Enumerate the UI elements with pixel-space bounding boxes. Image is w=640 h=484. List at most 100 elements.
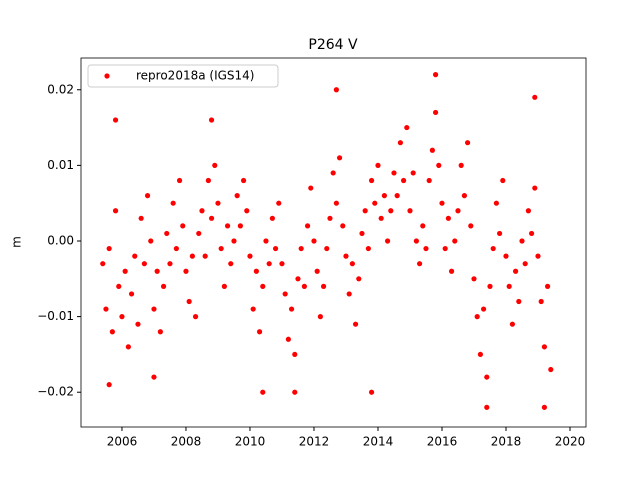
point <box>128 291 135 297</box>
point <box>311 238 317 244</box>
point <box>509 321 515 327</box>
point <box>151 374 157 380</box>
point <box>141 261 147 267</box>
x-tick-label: 2008 <box>171 435 202 449</box>
point <box>122 268 128 274</box>
x-tick-label: 2014 <box>363 435 394 449</box>
point <box>333 87 339 93</box>
point <box>144 193 151 199</box>
point <box>346 291 352 297</box>
point <box>164 230 170 237</box>
point <box>116 283 122 289</box>
point <box>100 261 106 267</box>
x-tick-label: 2018 <box>491 435 522 449</box>
point <box>384 238 391 244</box>
point <box>285 336 291 342</box>
point <box>468 223 474 229</box>
x-tick-label: 2020 <box>555 435 586 449</box>
point <box>484 404 490 410</box>
point <box>135 321 141 327</box>
point <box>493 200 499 206</box>
point <box>119 314 125 320</box>
point <box>464 140 471 146</box>
point <box>266 261 272 267</box>
point <box>186 298 192 305</box>
legend-label: repro2018a (IGS14) <box>136 69 254 83</box>
point <box>378 215 384 221</box>
point <box>224 223 231 229</box>
point <box>189 253 195 259</box>
point <box>442 245 448 252</box>
point <box>212 162 218 168</box>
point <box>308 185 314 191</box>
point <box>250 306 256 312</box>
x-tick-label: 2016 <box>427 435 458 449</box>
point <box>432 109 439 116</box>
point <box>439 200 445 206</box>
point <box>349 261 355 267</box>
point <box>532 94 538 100</box>
point <box>173 245 179 252</box>
point <box>356 276 362 282</box>
point <box>304 223 311 229</box>
point <box>269 215 275 221</box>
point <box>410 170 416 176</box>
point <box>196 230 202 237</box>
point <box>432 72 439 78</box>
point <box>301 283 307 289</box>
legend-marker <box>104 73 110 79</box>
x-tick-label: 2006 <box>107 435 138 449</box>
point <box>372 200 378 206</box>
point <box>234 193 240 199</box>
point <box>253 268 259 274</box>
point <box>208 215 215 221</box>
point <box>260 389 266 395</box>
point <box>167 261 173 267</box>
point <box>503 253 509 259</box>
point <box>276 200 282 206</box>
point <box>455 208 461 214</box>
point <box>477 351 483 358</box>
point <box>272 245 279 252</box>
y-tick-label: 0.00 <box>47 233 74 247</box>
point <box>199 208 205 214</box>
point <box>292 351 298 358</box>
point <box>416 261 423 267</box>
y-tick-label: −0.02 <box>37 385 74 399</box>
point <box>282 291 288 297</box>
point <box>160 283 167 289</box>
point <box>426 177 432 184</box>
point <box>522 261 528 267</box>
point <box>535 253 541 259</box>
point <box>314 268 320 274</box>
point <box>528 230 535 237</box>
point <box>103 306 109 312</box>
point <box>487 283 493 289</box>
y-tick-label: 0.01 <box>47 158 74 172</box>
point <box>541 344 547 350</box>
point <box>461 193 467 199</box>
point <box>541 404 547 410</box>
x-tick-label: 2010 <box>235 435 266 449</box>
y-tick-label: 0.02 <box>47 82 74 96</box>
point <box>180 223 186 229</box>
point <box>490 245 496 252</box>
point <box>317 314 323 320</box>
point <box>452 238 458 244</box>
point <box>215 200 221 206</box>
point <box>295 276 301 282</box>
y-tick-label: −0.01 <box>37 309 74 323</box>
point <box>237 223 243 229</box>
point <box>260 283 266 289</box>
point <box>391 170 397 176</box>
point <box>333 200 339 206</box>
point <box>221 283 227 289</box>
point <box>176 177 183 184</box>
legend-box <box>87 64 279 88</box>
point <box>256 329 263 335</box>
plot-frame <box>80 57 587 428</box>
point <box>125 344 131 350</box>
point <box>368 389 375 395</box>
point <box>423 245 429 252</box>
